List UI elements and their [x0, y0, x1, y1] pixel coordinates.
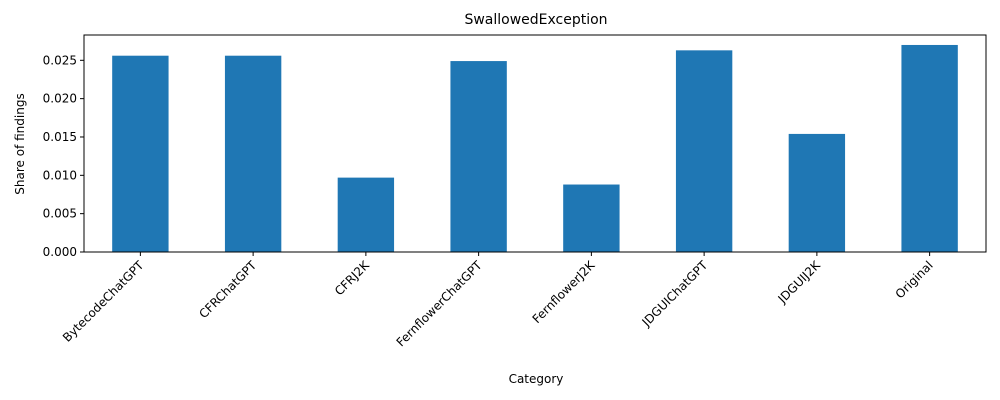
- x-tick-label: Original: [893, 258, 936, 301]
- y-tick-label: 0.025: [43, 53, 77, 67]
- y-tick-label: 0.015: [43, 130, 77, 144]
- y-tick-label: 0.005: [43, 207, 77, 221]
- x-tick-label: FernflowerJ2K: [530, 257, 599, 326]
- bar-FernflowerChatGPT: [450, 61, 507, 252]
- bar-CFRJ2K: [337, 177, 395, 252]
- y-tick-label: 0.000: [43, 245, 77, 259]
- x-tick-label: JDGUIJ2K: [775, 257, 824, 306]
- bar-BytecodeChatGPT: [112, 55, 169, 252]
- x-tick-label: BytecodeChatGPT: [60, 258, 147, 345]
- x-tick-label: CFRJ2K: [332, 257, 373, 298]
- x-tick-label: FernflowerChatGPT: [394, 258, 486, 350]
- chart-title: SwallowedException: [464, 12, 607, 28]
- bar-FernflowerJ2K: [563, 184, 620, 252]
- bar-JDGUIChatGPT: [675, 50, 733, 252]
- plot-frame: [83, 34, 987, 253]
- x-axis-label: Category: [509, 372, 564, 386]
- bar-JDGUIJ2K: [788, 133, 846, 252]
- y-axis: 0.000 0.005 0.010 0.015 0.020 0.025: [43, 53, 84, 259]
- bar-Original: [901, 44, 958, 252]
- x-axis: BytecodeChatGPT CFRChatGPT CFRJ2K Fernflowe…: [60, 252, 936, 349]
- bar-CFRChatGPT: [224, 55, 282, 252]
- bars-group: [112, 44, 958, 252]
- y-tick-label: 0.010: [43, 168, 77, 182]
- x-tick-label: CFRChatGPT: [196, 258, 259, 321]
- y-axis-label: Share of findings: [13, 93, 27, 194]
- x-tick-label: JDGUIChatGPT: [639, 258, 711, 330]
- y-tick-label: 0.020: [43, 92, 77, 106]
